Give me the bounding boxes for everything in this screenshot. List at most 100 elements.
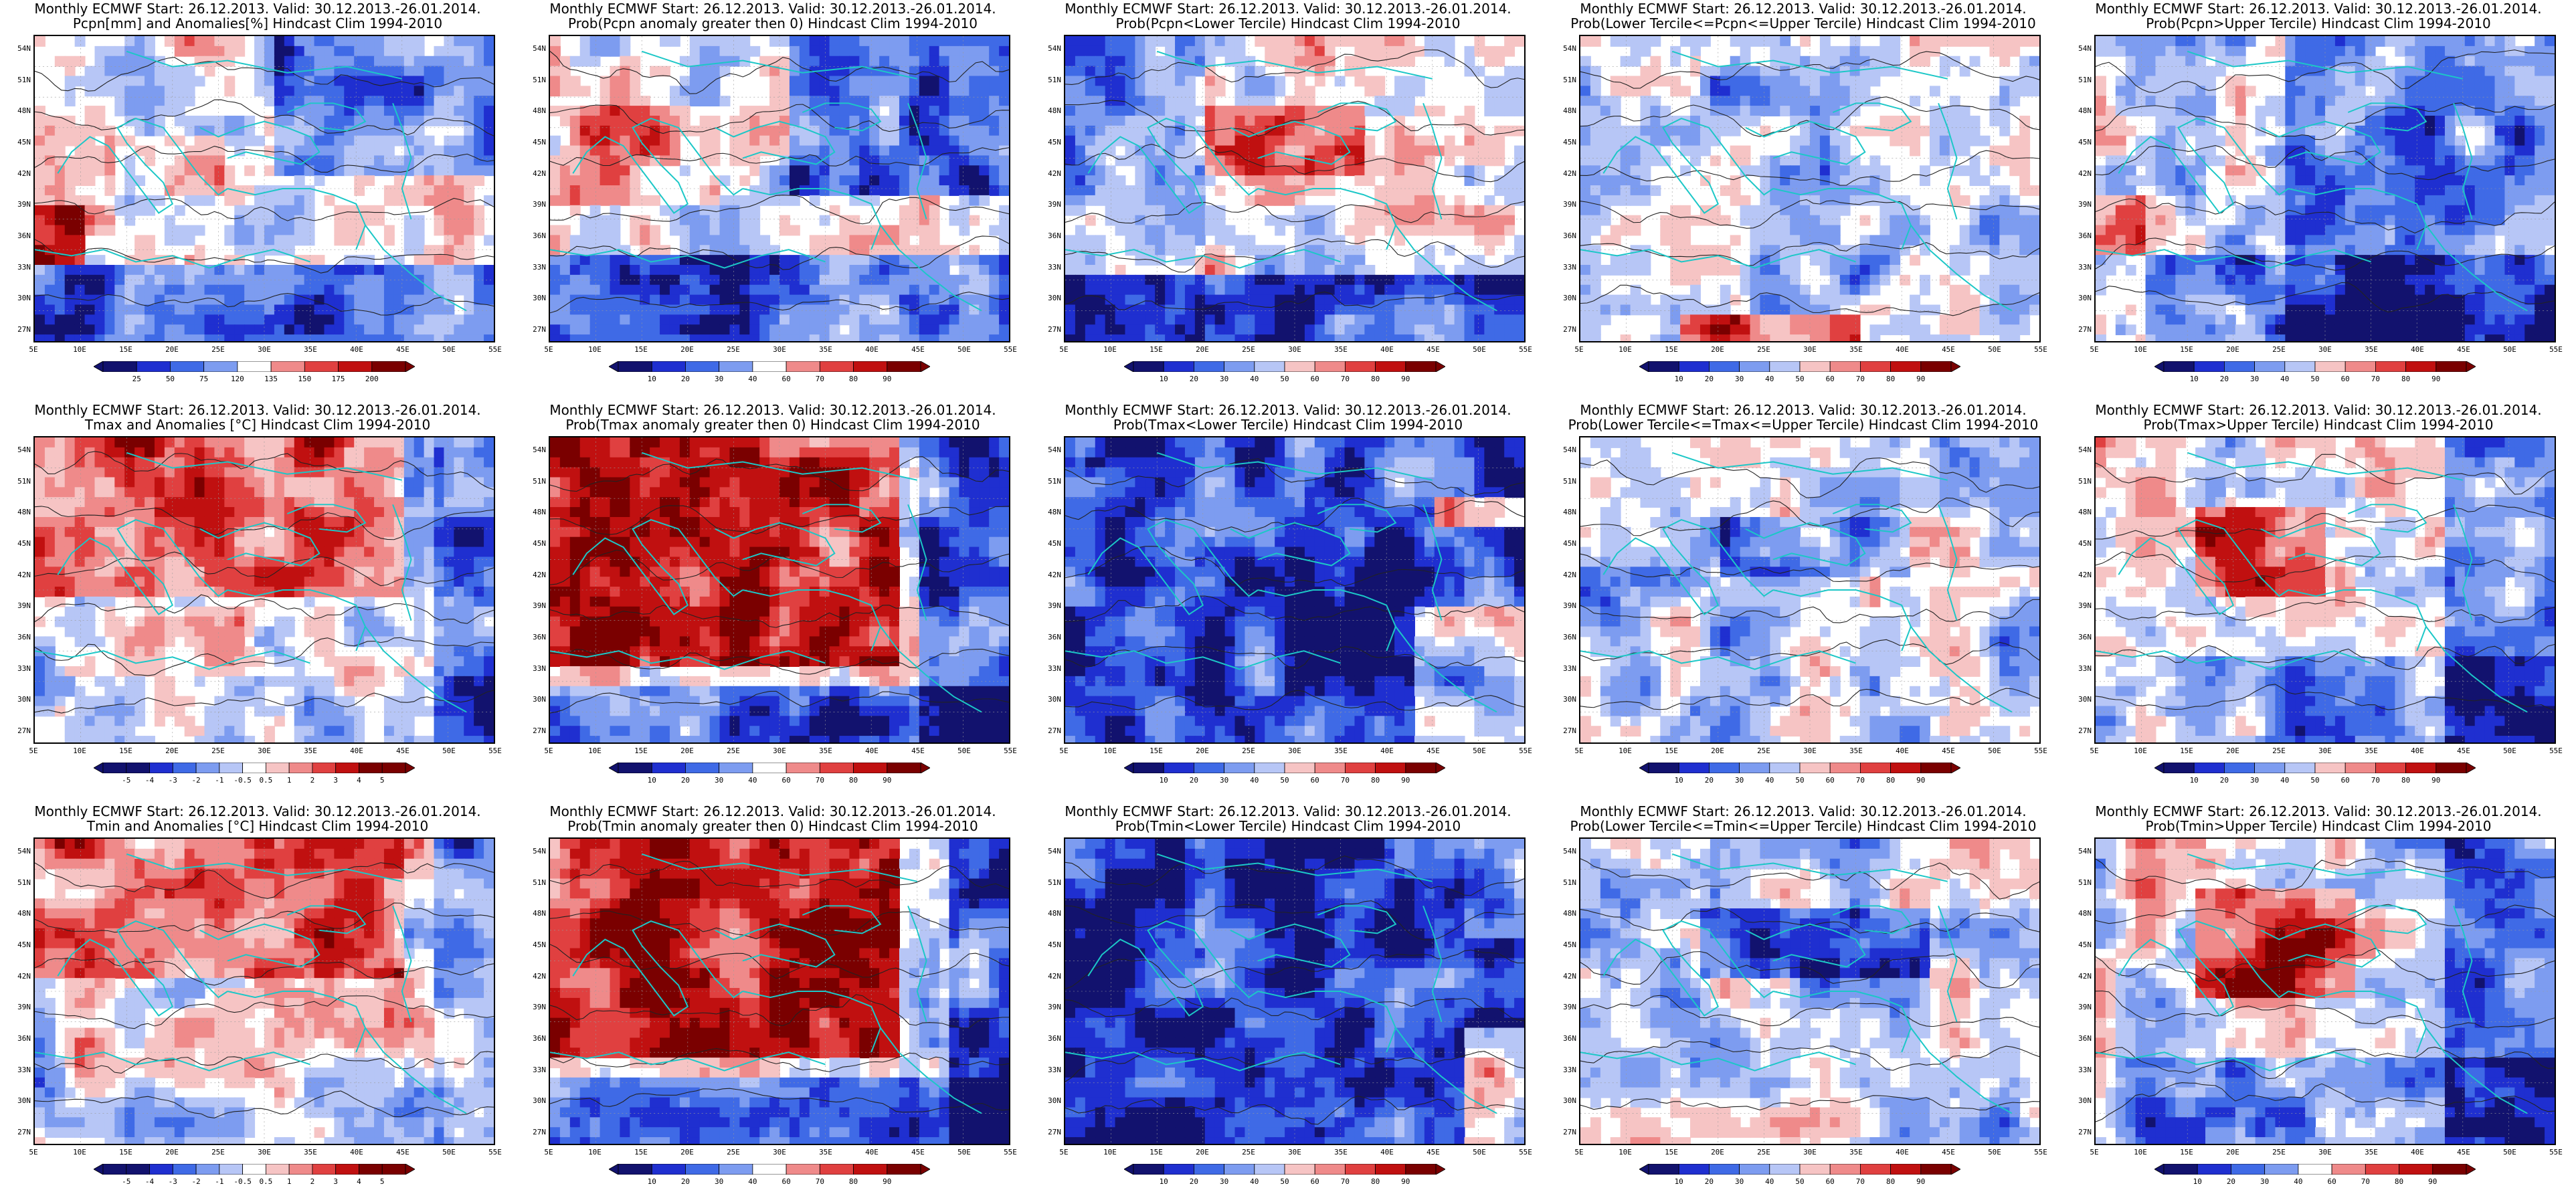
- field-cell: [1414, 294, 1425, 306]
- field-cell: [413, 135, 425, 146]
- field-cell: [859, 314, 870, 326]
- field-cell: [1454, 225, 1465, 236]
- field-cell: [1224, 314, 1236, 326]
- field-cell: [393, 324, 405, 336]
- field-cell: [1184, 324, 1196, 336]
- field-cell: [1184, 304, 1196, 316]
- field-cell: [44, 225, 56, 236]
- field-cell: [669, 106, 680, 116]
- field-cell: [1620, 125, 1631, 136]
- field-cell: [969, 96, 980, 107]
- field-cell: [959, 56, 970, 67]
- field-cell: [1580, 314, 1591, 326]
- field-cell: [1454, 195, 1465, 206]
- field-cell: [1849, 334, 1861, 341]
- field-cell: [1145, 324, 1156, 336]
- field-cell: [1105, 314, 1116, 326]
- field-cell: [1324, 45, 1336, 57]
- field-cell: [224, 135, 236, 146]
- field-cell: [1135, 165, 1146, 177]
- field-cell: [1065, 115, 1076, 126]
- field-cell: [314, 165, 325, 177]
- field-cell: [294, 304, 305, 316]
- field-cell: [2504, 66, 2516, 77]
- field-cell: [799, 56, 810, 67]
- field-cell: [969, 155, 980, 167]
- field-cell: [1095, 115, 1106, 126]
- field-cell: [2115, 45, 2126, 57]
- field-cell: [2524, 66, 2536, 77]
- field-cell: [1314, 115, 1325, 126]
- field-cell: [839, 304, 850, 316]
- field-cell: [1839, 284, 1851, 296]
- field-cell: [899, 66, 910, 77]
- field-cell: [610, 225, 621, 236]
- field-cell: [1890, 66, 1901, 77]
- field-cell: [1344, 294, 1356, 306]
- field-cell: [1989, 265, 2001, 276]
- field-cell: [1590, 135, 1601, 146]
- field-cell: [1075, 76, 1086, 87]
- field-cell: [1730, 76, 1741, 87]
- field-cell: [799, 274, 810, 286]
- field-cell: [589, 215, 601, 226]
- field-cell: [1474, 145, 1485, 157]
- field-cell: [669, 225, 680, 236]
- field-cell: [1710, 155, 1721, 167]
- field-cell: [1135, 145, 1146, 157]
- coastline: [641, 50, 918, 80]
- field-cell: [1245, 324, 1256, 336]
- field-cell: [1155, 225, 1166, 236]
- field-cell: [1085, 106, 1096, 116]
- field-cell: [1959, 66, 1970, 77]
- field-cell: [284, 66, 295, 77]
- field-cell: [1839, 86, 1851, 97]
- field-cell: [1640, 185, 1651, 196]
- field-cell: [464, 76, 475, 87]
- field-cell: [1424, 45, 1435, 57]
- field-cell: [839, 274, 850, 286]
- field-cell: [2405, 76, 2416, 87]
- field-cell: [1065, 125, 1076, 136]
- field-cell: [919, 274, 930, 286]
- field-cell: [1434, 205, 1445, 216]
- field-cell: [1464, 155, 1475, 167]
- field-cell: [2474, 56, 2486, 67]
- field-cell: [1135, 284, 1146, 296]
- field-cell: [699, 324, 711, 336]
- field-cell: [1105, 36, 1116, 47]
- field-cell: [2444, 36, 2456, 47]
- field-cell: [1085, 175, 1096, 187]
- field-cell: [214, 125, 225, 136]
- field-cell: [2029, 245, 2039, 256]
- field-cell: [1255, 245, 1266, 256]
- field-cell: [1194, 294, 1206, 306]
- field-cell: [2285, 36, 2296, 47]
- field-cell: [1135, 304, 1146, 316]
- field-cell: [1344, 314, 1356, 326]
- field-cell: [759, 195, 771, 206]
- field-cell: [204, 274, 215, 286]
- field-cell: [264, 215, 275, 226]
- field-cell: [474, 106, 485, 116]
- field-cell: [1474, 215, 1485, 226]
- field-cell: [1364, 314, 1376, 326]
- field-cell: [1364, 145, 1376, 157]
- field-cell: [1939, 155, 1950, 167]
- field-cell: [334, 45, 345, 57]
- field-cell: [413, 36, 425, 47]
- field-cell: [1214, 245, 1226, 256]
- field-cell: [1145, 145, 1156, 157]
- field-cell: [1474, 225, 1485, 236]
- field-cell: [929, 284, 940, 296]
- field-cell: [829, 255, 840, 266]
- field-cell: [1285, 106, 1295, 116]
- field-cell: [999, 145, 1009, 157]
- field-cell: [1125, 135, 1136, 146]
- field-cell: [729, 215, 741, 226]
- field-cell: [145, 284, 155, 296]
- field-cell: [569, 334, 581, 341]
- field-cell: [1590, 324, 1601, 336]
- field-cell: [779, 324, 790, 336]
- field-cell: [1464, 175, 1475, 187]
